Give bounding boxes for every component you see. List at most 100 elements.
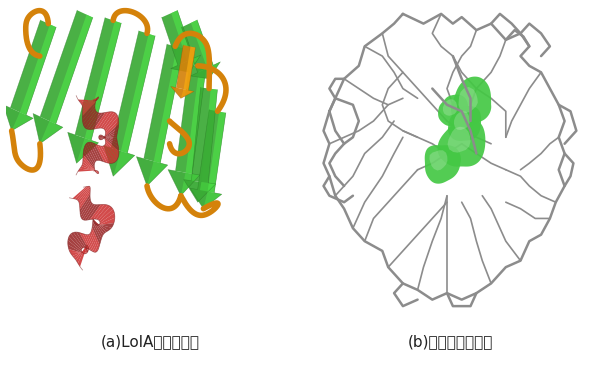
Polygon shape bbox=[92, 222, 101, 242]
Polygon shape bbox=[68, 245, 85, 254]
Polygon shape bbox=[80, 97, 98, 104]
Polygon shape bbox=[93, 219, 104, 235]
Polygon shape bbox=[85, 21, 121, 140]
Polygon shape bbox=[85, 144, 95, 164]
Polygon shape bbox=[86, 143, 97, 162]
Polygon shape bbox=[97, 112, 112, 128]
Polygon shape bbox=[82, 102, 95, 120]
Polygon shape bbox=[99, 135, 117, 140]
Polygon shape bbox=[97, 218, 115, 225]
Polygon shape bbox=[80, 194, 90, 213]
Polygon shape bbox=[106, 141, 119, 159]
Polygon shape bbox=[82, 234, 93, 252]
Polygon shape bbox=[88, 234, 97, 252]
Polygon shape bbox=[103, 112, 116, 130]
Polygon shape bbox=[90, 142, 101, 161]
Polygon shape bbox=[185, 66, 206, 174]
Polygon shape bbox=[33, 114, 63, 144]
Polygon shape bbox=[99, 135, 117, 139]
Polygon shape bbox=[101, 135, 118, 147]
Polygon shape bbox=[20, 24, 56, 115]
Polygon shape bbox=[438, 94, 468, 126]
Polygon shape bbox=[171, 10, 194, 61]
Polygon shape bbox=[458, 87, 478, 113]
Polygon shape bbox=[171, 55, 201, 72]
Polygon shape bbox=[71, 232, 84, 248]
Polygon shape bbox=[80, 166, 98, 172]
Polygon shape bbox=[147, 161, 168, 186]
Polygon shape bbox=[454, 111, 470, 130]
Polygon shape bbox=[91, 231, 99, 251]
Polygon shape bbox=[425, 145, 461, 184]
Polygon shape bbox=[87, 204, 101, 220]
Polygon shape bbox=[168, 170, 200, 196]
Polygon shape bbox=[191, 87, 217, 183]
Polygon shape bbox=[144, 44, 184, 163]
Polygon shape bbox=[76, 245, 87, 263]
Polygon shape bbox=[198, 182, 216, 202]
Polygon shape bbox=[161, 10, 194, 65]
Polygon shape bbox=[106, 117, 119, 134]
Polygon shape bbox=[83, 147, 94, 167]
Polygon shape bbox=[73, 186, 88, 199]
Polygon shape bbox=[99, 213, 115, 225]
Polygon shape bbox=[83, 97, 98, 112]
Polygon shape bbox=[104, 146, 135, 176]
Polygon shape bbox=[95, 144, 107, 163]
Polygon shape bbox=[181, 20, 214, 73]
Polygon shape bbox=[80, 191, 90, 210]
Polygon shape bbox=[100, 135, 118, 143]
Polygon shape bbox=[93, 204, 107, 219]
Polygon shape bbox=[103, 145, 116, 163]
Polygon shape bbox=[85, 234, 95, 252]
Polygon shape bbox=[94, 221, 112, 231]
Polygon shape bbox=[85, 205, 98, 220]
Polygon shape bbox=[82, 161, 98, 174]
Polygon shape bbox=[75, 186, 89, 200]
Polygon shape bbox=[75, 18, 121, 140]
Polygon shape bbox=[104, 144, 118, 161]
Polygon shape bbox=[448, 106, 481, 141]
Polygon shape bbox=[208, 111, 226, 193]
Polygon shape bbox=[207, 62, 220, 79]
Polygon shape bbox=[100, 146, 113, 163]
Polygon shape bbox=[448, 127, 470, 153]
Polygon shape bbox=[104, 138, 119, 155]
Polygon shape bbox=[430, 150, 448, 170]
Polygon shape bbox=[94, 112, 109, 129]
Polygon shape bbox=[80, 200, 91, 218]
Polygon shape bbox=[83, 155, 96, 172]
Text: (a)LolAの分子構造: (a)LolAの分子構造 bbox=[101, 334, 199, 349]
Polygon shape bbox=[68, 237, 82, 252]
Polygon shape bbox=[98, 206, 113, 221]
Polygon shape bbox=[94, 100, 96, 101]
Polygon shape bbox=[73, 246, 88, 258]
Polygon shape bbox=[121, 34, 155, 153]
Polygon shape bbox=[93, 219, 106, 234]
Polygon shape bbox=[154, 47, 184, 163]
Polygon shape bbox=[79, 187, 90, 203]
Polygon shape bbox=[190, 188, 222, 209]
Polygon shape bbox=[184, 180, 216, 202]
Polygon shape bbox=[78, 246, 86, 267]
Polygon shape bbox=[443, 99, 457, 116]
Polygon shape bbox=[78, 99, 98, 102]
Polygon shape bbox=[77, 138, 98, 163]
Polygon shape bbox=[10, 20, 56, 115]
Polygon shape bbox=[86, 112, 100, 130]
Polygon shape bbox=[80, 197, 91, 216]
Polygon shape bbox=[88, 113, 102, 130]
Polygon shape bbox=[40, 10, 93, 124]
Polygon shape bbox=[104, 114, 118, 132]
Polygon shape bbox=[92, 224, 101, 245]
Polygon shape bbox=[91, 228, 100, 248]
Polygon shape bbox=[76, 232, 88, 249]
Polygon shape bbox=[93, 219, 109, 232]
Polygon shape bbox=[50, 15, 93, 124]
Polygon shape bbox=[90, 204, 104, 220]
Polygon shape bbox=[82, 203, 93, 220]
Polygon shape bbox=[437, 117, 485, 167]
Polygon shape bbox=[69, 249, 88, 254]
Polygon shape bbox=[101, 128, 118, 140]
Polygon shape bbox=[83, 158, 97, 173]
